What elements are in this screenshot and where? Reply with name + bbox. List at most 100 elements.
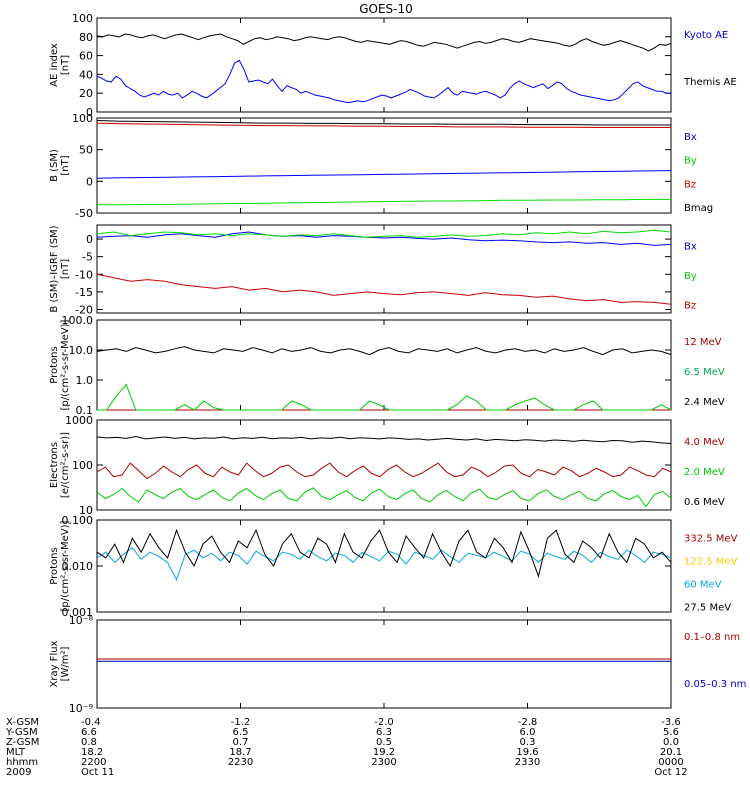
y-axis-label: [p/(cm²-s-sr-MeV)]	[60, 520, 71, 611]
y-axis-label: AE index	[49, 43, 60, 87]
panel-frame	[96, 117, 672, 214]
y-tick-label: 10.0	[69, 344, 94, 357]
y-axis-label: [nT]	[60, 259, 71, 279]
y-tick-label: 0.010	[62, 560, 94, 573]
x-tick-value: 0.3	[520, 737, 536, 748]
x-tick-value: 6.6	[81, 727, 97, 738]
y-tick-label: 0	[86, 106, 93, 119]
y-tick-label: 10⁻⁸	[69, 614, 94, 627]
y-tick-label: -15	[75, 286, 93, 299]
legend-label: By	[684, 156, 697, 167]
series-line-protons2-2	[96, 547, 672, 582]
panel-frame	[96, 619, 672, 709]
legend-label: By	[684, 271, 697, 282]
x-tick-value: 6.3	[376, 727, 392, 738]
x-tick-value: Oct 11	[81, 767, 114, 778]
panel-b: -50 0 50 100 B (SM) [nT] Bx By Bz Bmag	[49, 112, 713, 220]
legend-label: Kyoto AE	[684, 30, 728, 41]
legend-label: 2.4 MeV	[684, 397, 725, 408]
x-tick-value: 0.7	[233, 737, 249, 748]
series-line-b-2	[96, 122, 671, 128]
series-line-bdiff-0	[96, 231, 672, 246]
y-axis-label: [W/m²]	[60, 646, 71, 681]
panel-ae: 0 20 40 60 80 100 AE index [nT] Kyoto AE Themis A…	[49, 12, 737, 119]
x-tick-value: 0000	[658, 757, 683, 768]
series-line-b-1	[97, 198, 671, 206]
series-line-protons2-3	[96, 528, 672, 578]
y-axis-label: Protons	[49, 346, 60, 383]
x-tick-value: 19.2	[373, 747, 395, 758]
x-tick-value: 0.0	[663, 737, 679, 748]
y-tick-label: -10	[75, 268, 93, 281]
legend-label: 332.5 MeV	[684, 534, 738, 545]
panel-bdiff: -20 -15 -10 -5 0 B (SM)–IGRF (SM) [nT] Bx By Bz	[49, 224, 697, 316]
legend-label: Bmag	[684, 203, 713, 214]
legend-label: Bz	[684, 300, 696, 311]
y-tick-label: -5	[82, 251, 93, 264]
series-line-bdiff-1	[96, 229, 672, 238]
series-line-electrons-2	[96, 435, 672, 444]
y-tick-label: 0.100	[62, 514, 94, 527]
x-row-label: Y-GSM	[5, 727, 38, 738]
y-tick-label: -20	[75, 303, 93, 316]
legend-label: 0.6 MeV	[684, 497, 725, 508]
series-line-protons-1	[97, 383, 672, 411]
series-line-b-0	[96, 170, 672, 179]
x-tick-value: -3.6	[661, 717, 681, 728]
legend-label: 4.0 MeV	[684, 437, 725, 448]
panel-frame	[96, 319, 672, 411]
y-axis-label: [p/(cm²-s-sr-MeV)]	[60, 319, 71, 410]
y-tick-label: 60	[79, 50, 93, 63]
panel-xray: 10⁻⁹ 10⁻⁸ Xray Flux [W/m²] 0.1–0.8 nm 0.05–0.…	[49, 614, 746, 715]
x-tick-value: -1.2	[231, 717, 251, 728]
series-line-ae-1	[96, 59, 671, 104]
y-tick-label: 10⁻⁹	[69, 702, 93, 715]
legend-label: 122.5 MeV	[684, 557, 738, 568]
x-row-label: Z-GSM	[6, 737, 39, 748]
legend-label: Bz	[684, 179, 696, 190]
x-tick-value: -2.8	[518, 717, 538, 728]
legend-label: 2.0 MeV	[684, 467, 725, 478]
y-axis-label: [nT]	[60, 55, 71, 75]
panel-protons2: 0.001 0.010 0.100 Protons [p/(cm²-s-sr-MeV)]…	[49, 514, 738, 619]
legend-label: 12 MeV	[684, 337, 722, 348]
x-tick-value: 18.2	[81, 747, 103, 758]
y-tick-label: 80	[79, 31, 93, 44]
x-row-label: X-GSM	[6, 717, 39, 728]
x-tick-value: 6.5	[233, 727, 249, 738]
x-tick-value: 19.6	[516, 747, 538, 758]
x-tick-value: 2300	[371, 757, 396, 768]
legend-label: Bx	[684, 242, 697, 253]
y-tick-label: 40	[79, 68, 93, 81]
x-tick-value: 20.1	[660, 747, 682, 758]
y-tick-label: 100.0	[62, 314, 94, 327]
x-tick-value: 5.6	[663, 727, 679, 738]
series-line-electrons-1	[96, 487, 672, 508]
legend-label: 27.5 MeV	[684, 603, 731, 614]
y-tick-label: 0	[86, 175, 93, 188]
y-tick-label: 50	[79, 144, 93, 157]
series-line-b-3	[96, 120, 671, 126]
x-tick-value: 0.8	[81, 737, 97, 748]
x-tick-value: -0.4	[81, 717, 101, 728]
y-axis-label: Xray Flux	[49, 640, 60, 687]
series-line-ae-0	[96, 33, 672, 52]
plot-title: GOES-10	[359, 2, 413, 16]
x-row-label: MLT	[6, 747, 26, 758]
legend-label: 0.1–0.8 nm	[684, 632, 740, 643]
y-tick-label: 100	[72, 112, 93, 125]
series-line-electrons-0	[96, 462, 672, 480]
x-tick-value: -2.0	[374, 717, 394, 728]
y-tick-label: 1000	[65, 414, 93, 427]
y-tick-label: 0.1	[76, 404, 94, 417]
y-axis-label: B (SM)	[49, 149, 60, 182]
y-axis-label: [nT]	[60, 155, 71, 175]
x-row-label: 2009	[6, 767, 31, 778]
y-tick-label: 0	[86, 233, 93, 246]
y-axis-label: [e/(cm²-s-sr)]	[60, 432, 71, 498]
legend-label: 0.05–0.3 nm	[684, 679, 746, 690]
y-axis-label: Electrons	[49, 442, 60, 488]
